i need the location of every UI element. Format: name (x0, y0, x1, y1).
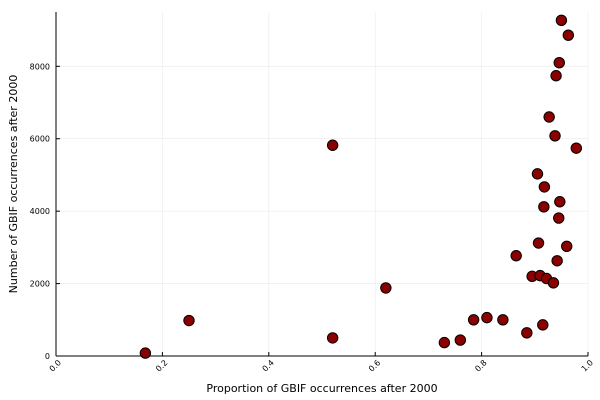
y-axis-ticks: 0 2000 4000 6000 8000 (30, 62, 60, 361)
y-tick-label-1: 2000 (30, 280, 50, 289)
data-point-6 (454, 334, 467, 346)
data-point-10 (510, 249, 522, 262)
data-point-2 (326, 139, 339, 151)
data-point-4 (380, 282, 392, 294)
data-point-26 (553, 56, 565, 69)
data-point-29 (561, 240, 573, 252)
x-axis-label: Proportion of GBIF occurrences after 200… (206, 382, 437, 395)
data-point-31 (570, 142, 582, 154)
data-point-8 (481, 311, 493, 324)
data-point-20 (543, 111, 555, 123)
y-tick-label-4: 8000 (30, 62, 50, 71)
x-tick-label-0: 0.0 (48, 358, 63, 373)
data-point-11 (521, 327, 533, 339)
y-axis-label: Number of GBIF occurrences after 2000 (7, 75, 20, 294)
data-point-7 (467, 314, 480, 326)
data-points (139, 14, 582, 359)
data-point-1 (183, 314, 195, 327)
data-point-14 (532, 237, 545, 249)
x-tick-label-1: 0.2 (154, 358, 169, 373)
grid (55, 12, 589, 357)
data-point-24 (551, 255, 563, 267)
x-tick-label-3: 0.6 (367, 358, 382, 373)
data-point-9 (497, 314, 509, 326)
data-point-23 (550, 70, 562, 82)
x-tick-label-4: 0.8 (473, 358, 488, 373)
data-point-22 (549, 130, 561, 142)
data-point-17 (538, 201, 550, 213)
data-point-18 (538, 181, 551, 193)
data-point-27 (554, 196, 566, 208)
data-point-0 (139, 347, 152, 359)
x-axis-ticks: 0.0 0.2 0.4 0.6 0.8 1.0 (48, 352, 595, 374)
data-point-13 (531, 168, 544, 180)
data-point-16 (537, 319, 549, 331)
y-tick-label-2: 4000 (30, 207, 50, 216)
x-tick-label-5: 1.0 (580, 358, 595, 373)
data-point-25 (553, 212, 565, 224)
y-tick-label-0: 0 (45, 352, 50, 361)
data-point-28 (555, 14, 568, 27)
data-point-5 (438, 336, 451, 349)
data-point-3 (326, 332, 339, 344)
y-tick-label-3: 6000 (30, 135, 50, 144)
x-tick-label-2: 0.4 (261, 358, 276, 373)
data-point-30 (562, 29, 575, 41)
axes (55, 12, 588, 357)
data-point-21 (547, 277, 560, 289)
